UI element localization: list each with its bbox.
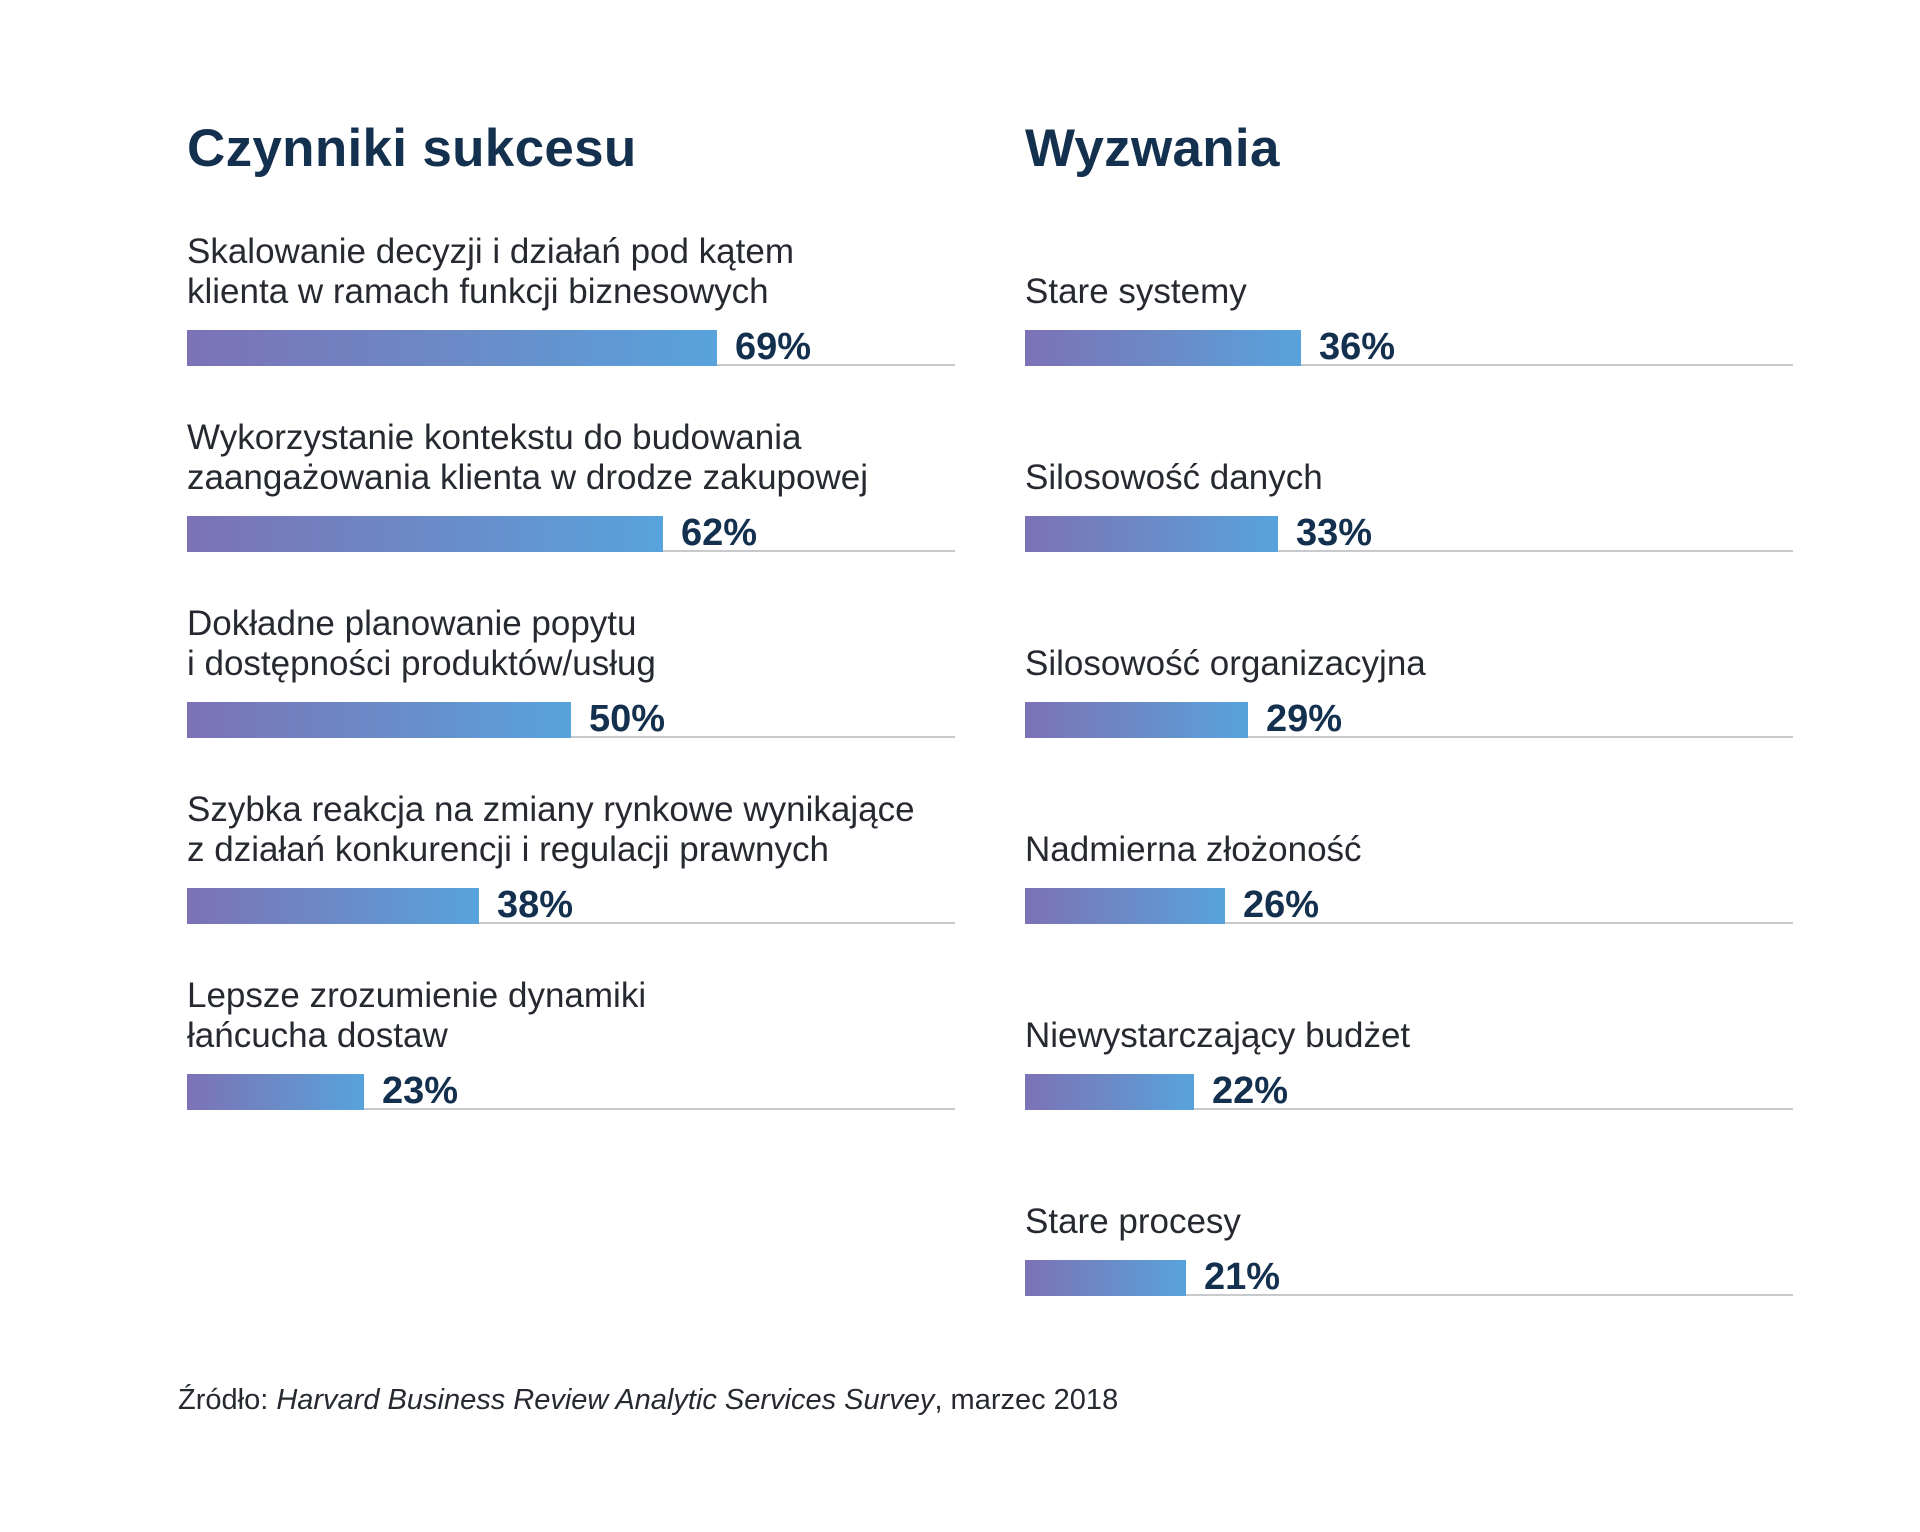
- bar: [187, 888, 479, 924]
- bar-row: Stare procesy 21%: [1025, 1146, 1793, 1296]
- bar: [1025, 516, 1278, 552]
- data-label: 21%: [1204, 1256, 1281, 1298]
- category-label: Dokładne planowanie popytu i dostępności…: [187, 604, 656, 683]
- bar-row: Wykorzystanie kontekstu do budowania zaa…: [187, 402, 955, 552]
- footnote-prefix: Źródło:: [178, 1384, 277, 1416]
- data-label: 22%: [1212, 1070, 1289, 1112]
- bar-track: [187, 922, 955, 924]
- footnote-source: Harvard Business Review Analytic Service…: [276, 1384, 935, 1416]
- bar-track: [1025, 1294, 1793, 1296]
- panel-success-factors: Czynniki sukcesu Skalowanie decyzji i dz…: [187, 0, 955, 1400]
- category-label: Wykorzystanie kontekstu do budowania zaa…: [187, 418, 868, 497]
- category-label: Nadmierna złożoność: [1025, 830, 1362, 869]
- bar-row: Nadmierna złożoność 26%: [1025, 774, 1793, 924]
- data-label: 36%: [1319, 326, 1396, 368]
- bar-row: Silosowość organizacyjna 29%: [1025, 588, 1793, 738]
- source-footnote: Źródło: Harvard Business Review Analytic…: [178, 1384, 1118, 1417]
- bar-row: Dokładne planowanie popytu i dostępności…: [187, 588, 955, 738]
- bar-row: Skalowanie decyzji i działań pod kątem k…: [187, 216, 955, 366]
- bar-track: [1025, 364, 1793, 366]
- bar: [1025, 702, 1248, 738]
- bar-track: [1025, 550, 1793, 552]
- bar-track: [1025, 1108, 1793, 1110]
- data-label: 29%: [1266, 698, 1343, 740]
- data-label: 33%: [1296, 512, 1373, 554]
- category-label: Silosowość organizacyjna: [1025, 644, 1426, 683]
- data-label: 23%: [382, 1070, 459, 1112]
- category-label: Lepsze zrozumienie dynamiki łańcucha dos…: [187, 976, 647, 1055]
- category-label: Niewystarczający budżet: [1025, 1016, 1411, 1055]
- bar: [187, 330, 717, 366]
- bar-row: Stare systemy 36%: [1025, 216, 1793, 366]
- footnote-suffix: , marzec 2018: [934, 1384, 1119, 1416]
- category-label: Stare systemy: [1025, 272, 1247, 311]
- category-label: Stare procesy: [1025, 1202, 1241, 1241]
- bar-row: Silosowość danych 33%: [1025, 402, 1793, 552]
- bar-track: [187, 1108, 955, 1110]
- data-label: 50%: [589, 698, 666, 740]
- chart-title: Czynniki sukcesu: [187, 119, 637, 178]
- category-label: Silosowość danych: [1025, 458, 1323, 497]
- chart-title: Wyzwania: [1025, 119, 1280, 178]
- bar: [187, 702, 571, 738]
- bar: [1025, 888, 1225, 924]
- bar: [1025, 1074, 1194, 1110]
- category-label: Skalowanie decyzji i działań pod kątem k…: [187, 232, 794, 311]
- data-label: 26%: [1243, 884, 1320, 926]
- bar-row: Lepsze zrozumienie dynamiki łańcucha dos…: [187, 960, 955, 1110]
- bar: [1025, 1260, 1186, 1296]
- bar-track: [187, 736, 955, 738]
- bar-row: Niewystarczający budżet 22%: [1025, 960, 1793, 1110]
- bar-track: [1025, 736, 1793, 738]
- bar: [1025, 330, 1301, 366]
- data-label: 38%: [497, 884, 574, 926]
- category-label: Szybka reakcja na zmiany rynkowe wynikaj…: [187, 790, 915, 869]
- bar-track: [1025, 922, 1793, 924]
- bar: [187, 1074, 364, 1110]
- bar: [187, 516, 663, 552]
- bar-row: Szybka reakcja na zmiany rynkowe wynikaj…: [187, 774, 955, 924]
- panel-challenges: Wyzwania Stare systemy 36% Silosowość dany…: [1025, 0, 1793, 1400]
- data-label: 62%: [681, 512, 758, 554]
- data-label: 69%: [735, 326, 812, 368]
